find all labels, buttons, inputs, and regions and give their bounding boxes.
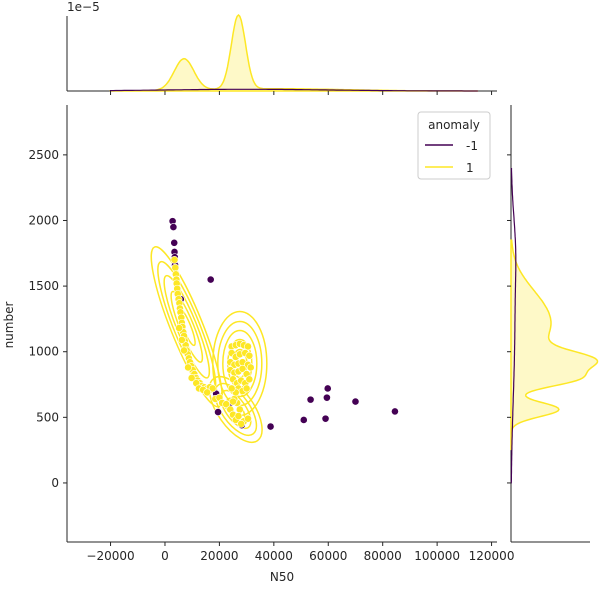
- x-tick-label: 20000: [200, 549, 238, 563]
- scatter-point-anomaly-minus1: [170, 238, 179, 247]
- scatter-point-anomaly-minus1: [323, 393, 331, 402]
- scatter-point-anomaly-minus1: [169, 223, 178, 231]
- scatter-point-anomaly-1: [244, 414, 252, 423]
- scatter-point-anomaly-1: [244, 342, 252, 351]
- scatter-points: [168, 217, 399, 431]
- scatter-point-anomaly-minus1: [206, 275, 215, 284]
- y-tick-label: 0: [51, 476, 59, 490]
- right-marginal-kde-anomaly-1: [510, 239, 599, 451]
- x-tick-label: 40000: [255, 549, 293, 563]
- scatter-point-anomaly-1: [246, 363, 255, 372]
- y-tick-label: 500: [36, 410, 59, 424]
- right-marginal-kde: [510, 168, 599, 484]
- scatter-point-anomaly-1: [229, 397, 237, 406]
- top-marginal-kde: [109, 13, 478, 92]
- legend-label-1: 1: [466, 161, 474, 175]
- kde-contours: [150, 246, 268, 444]
- right-marginal-kde-anomaly-minus1: [510, 168, 517, 484]
- y-tick-label: 1000: [28, 345, 59, 359]
- x-axis-label: N50: [270, 570, 294, 584]
- x-tick-label: −20000: [86, 549, 134, 563]
- scatter-point-anomaly-minus1: [323, 384, 332, 393]
- scatter-point-anomaly-minus1: [299, 416, 308, 424]
- scatter-point-anomaly-1: [203, 388, 212, 397]
- x-axis-ticks: −20000 0 20000 40000 60000 80000 100000 120000: [86, 91, 514, 563]
- kde-contour-line: [222, 329, 258, 398]
- scatter-point-anomaly-1: [187, 374, 196, 382]
- scatter-point-anomaly-minus1: [321, 414, 330, 423]
- x-tick-label: 0: [161, 549, 169, 563]
- top-marginal-axes: [66, 16, 497, 92]
- scatter-point-anomaly-1: [180, 346, 188, 355]
- scatter-point-anomaly-1: [175, 324, 184, 332]
- scatter-point-anomaly-minus1: [266, 422, 275, 431]
- kde-contour-line: [208, 375, 263, 444]
- x-tick-label: 120000: [469, 549, 515, 563]
- scatter-point-anomaly-1: [234, 412, 243, 420]
- scatter-point-anomaly-1: [184, 363, 193, 372]
- scatter-point-anomaly-1: [208, 384, 217, 393]
- y-axis-ticks: 0 500 1000 1500 2000 2500: [28, 148, 511, 490]
- scatter-point-anomaly-1: [242, 384, 251, 393]
- y-axis-label: number: [2, 302, 16, 349]
- scatter-point-anomaly-1: [170, 255, 179, 264]
- scatter-point-anomaly-1: [227, 384, 236, 393]
- x-tick-label: 60000: [309, 549, 347, 563]
- top-marginal-offset-label: 1e−5: [67, 0, 100, 14]
- scatter-point-anomaly-minus1: [214, 408, 222, 416]
- top-marginal-kde-anomaly-1: [109, 13, 478, 92]
- scatter-point-anomaly-1: [237, 419, 246, 428]
- legend-label-minus1: -1: [466, 139, 478, 153]
- x-tick-label: 100000: [414, 549, 460, 563]
- legend-title: anomaly: [428, 118, 480, 132]
- scatter-point-anomaly-1: [245, 375, 254, 384]
- scatter-point-anomaly-1: [177, 336, 186, 344]
- main-axes: [66, 105, 497, 543]
- y-tick-label: 1500: [28, 279, 59, 293]
- y-tick-label: 2000: [28, 213, 59, 227]
- scatter-point-anomaly-minus1: [391, 407, 399, 416]
- top-marginal-kde-anomaly-minus1: [109, 88, 478, 92]
- legend-frame: [417, 111, 491, 180]
- y-tick-label: 2500: [28, 148, 59, 162]
- legend: anomaly -1 1: [417, 111, 491, 180]
- x-tick-label: 80000: [364, 549, 402, 563]
- scatter-point-anomaly-1: [222, 400, 231, 409]
- kde-contour-line: [214, 382, 258, 437]
- kde-contour-line: [150, 246, 223, 408]
- scatter-point-anomaly-minus1: [306, 395, 315, 404]
- kde-contour-line: [219, 389, 252, 430]
- scatter-point-anomaly-1: [245, 351, 254, 360]
- scatter-point-anomaly-1: [235, 405, 244, 414]
- scatter-point-anomaly-minus1: [351, 397, 360, 406]
- scatter-point-anomaly-1: [171, 263, 180, 272]
- scatter-point-anomaly-1: [238, 364, 247, 373]
